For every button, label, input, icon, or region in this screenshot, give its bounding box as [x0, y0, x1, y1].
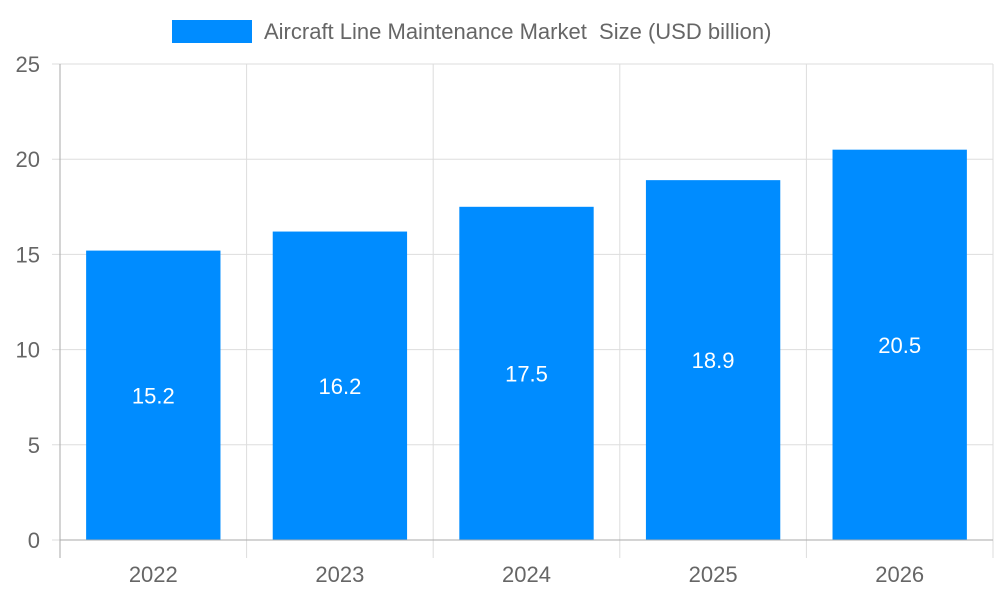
x-tick-label: 2024 [502, 562, 551, 587]
data-label: 17.5 [505, 361, 548, 386]
bar-2025 [645, 180, 781, 541]
y-tick-label: 25 [16, 52, 40, 77]
data-label: 16.2 [318, 374, 361, 399]
legend-label[interactable]: Aircraft Line Maintenance Market Size (U… [264, 19, 771, 44]
x-tick-label: 2023 [315, 562, 364, 587]
y-tick-label: 0 [28, 528, 40, 553]
bar-2024 [459, 206, 594, 541]
bar-2022 [86, 250, 221, 541]
bar-2026 [832, 149, 967, 540]
bar-2023 [272, 231, 408, 540]
data-label: 20.5 [878, 333, 921, 358]
y-tick-label: 15 [16, 242, 40, 267]
y-tick-label: 20 [16, 147, 40, 172]
y-tick-label: 10 [16, 338, 40, 363]
x-tick-label: 2022 [129, 562, 178, 587]
data-label: 18.9 [692, 348, 735, 373]
data-label: 15.2 [132, 383, 175, 408]
x-tick-label: 2025 [689, 562, 738, 587]
y-tick-label: 5 [28, 433, 40, 458]
legend-swatch[interactable] [172, 20, 252, 43]
x-tick-label: 2026 [875, 562, 924, 587]
bars: 15.2 16.2 17.5 18.9 20.5 [86, 149, 967, 541]
